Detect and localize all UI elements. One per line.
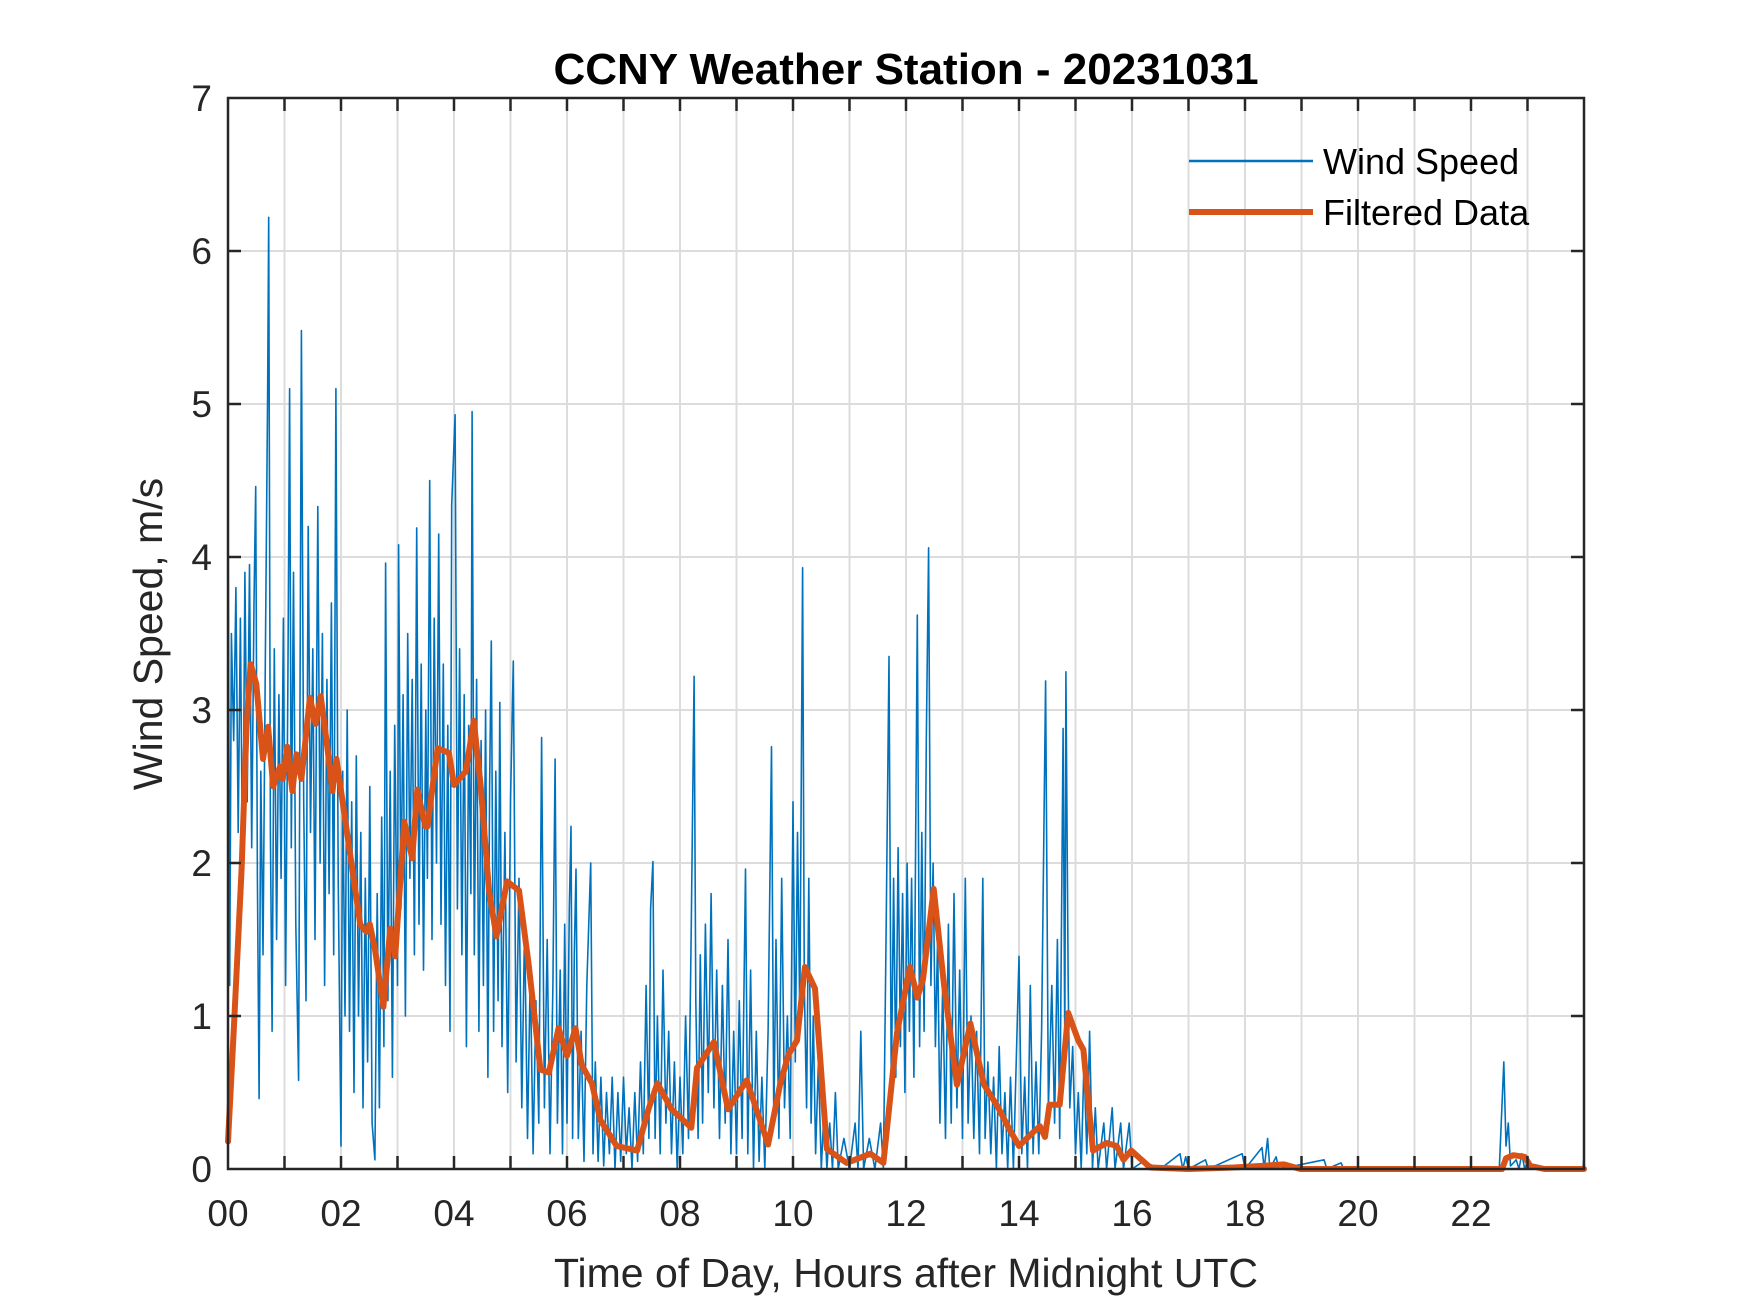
y-tick-label: 3 <box>191 690 212 731</box>
x-tick-label: 02 <box>320 1193 361 1234</box>
y-tick-label: 2 <box>191 843 212 884</box>
x-tick-label: 14 <box>998 1193 1039 1234</box>
x-tick-label: 16 <box>1111 1193 1152 1234</box>
legend: Wind Speed Filtered Data <box>1189 141 1530 233</box>
y-tick-label: 6 <box>191 231 212 272</box>
series-filtered-data <box>225 661 1587 1172</box>
legend-label-filtered-data: Filtered Data <box>1323 192 1530 233</box>
grid-lines <box>228 98 1584 1169</box>
axes <box>226 96 1586 1171</box>
x-tick-labels: 00 02 04 06 08 10 12 14 16 18 20 22 <box>207 1193 1491 1234</box>
y-tick-label: 1 <box>191 996 212 1037</box>
x-tick-label: 06 <box>546 1193 587 1234</box>
x-tick-label: 22 <box>1450 1193 1491 1234</box>
axes-box <box>226 96 1586 1171</box>
x-tick-label: 10 <box>772 1193 813 1234</box>
x-tick-label: 04 <box>433 1193 474 1234</box>
y-tick-labels: 0 1 2 3 4 5 6 7 <box>191 78 212 1190</box>
y-tick-label: 7 <box>191 78 212 119</box>
x-tick-label: 00 <box>207 1193 248 1234</box>
x-tick-label: 08 <box>659 1193 700 1234</box>
x-tick-label: 18 <box>1224 1193 1265 1234</box>
x-axis-label: Time of Day, Hours after Midnight UTC <box>554 1250 1258 1296</box>
y-tick-label: 5 <box>191 384 212 425</box>
legend-label-wind-speed: Wind Speed <box>1323 141 1519 182</box>
x-tick-label: 12 <box>885 1193 926 1234</box>
y-tick-label: 0 <box>191 1149 212 1190</box>
x-tick-label: 20 <box>1337 1193 1378 1234</box>
y-tick-label: 4 <box>191 537 212 578</box>
chart-title: CCNY Weather Station - 20231031 <box>553 45 1258 94</box>
y-axis-label: Wind Speed, m/s <box>125 478 171 790</box>
